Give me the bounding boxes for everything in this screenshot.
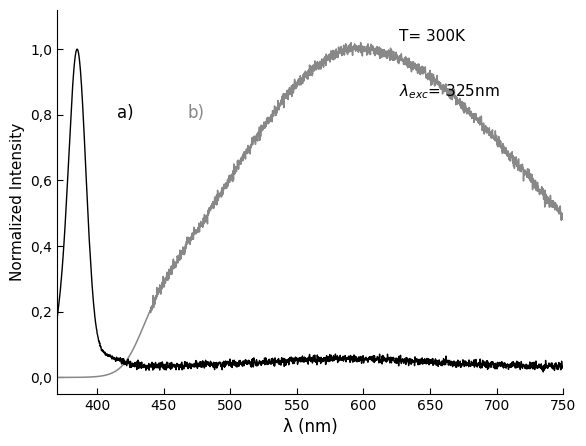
Text: T= 300K: T= 300K — [398, 29, 465, 44]
X-axis label: λ (nm): λ (nm) — [283, 418, 338, 436]
Text: a): a) — [117, 104, 134, 122]
Text: b): b) — [188, 104, 205, 122]
Text: $\lambda_{exc}$= 325nm: $\lambda_{exc}$= 325nm — [398, 83, 500, 101]
Y-axis label: Normalized Intensity: Normalized Intensity — [10, 123, 25, 281]
